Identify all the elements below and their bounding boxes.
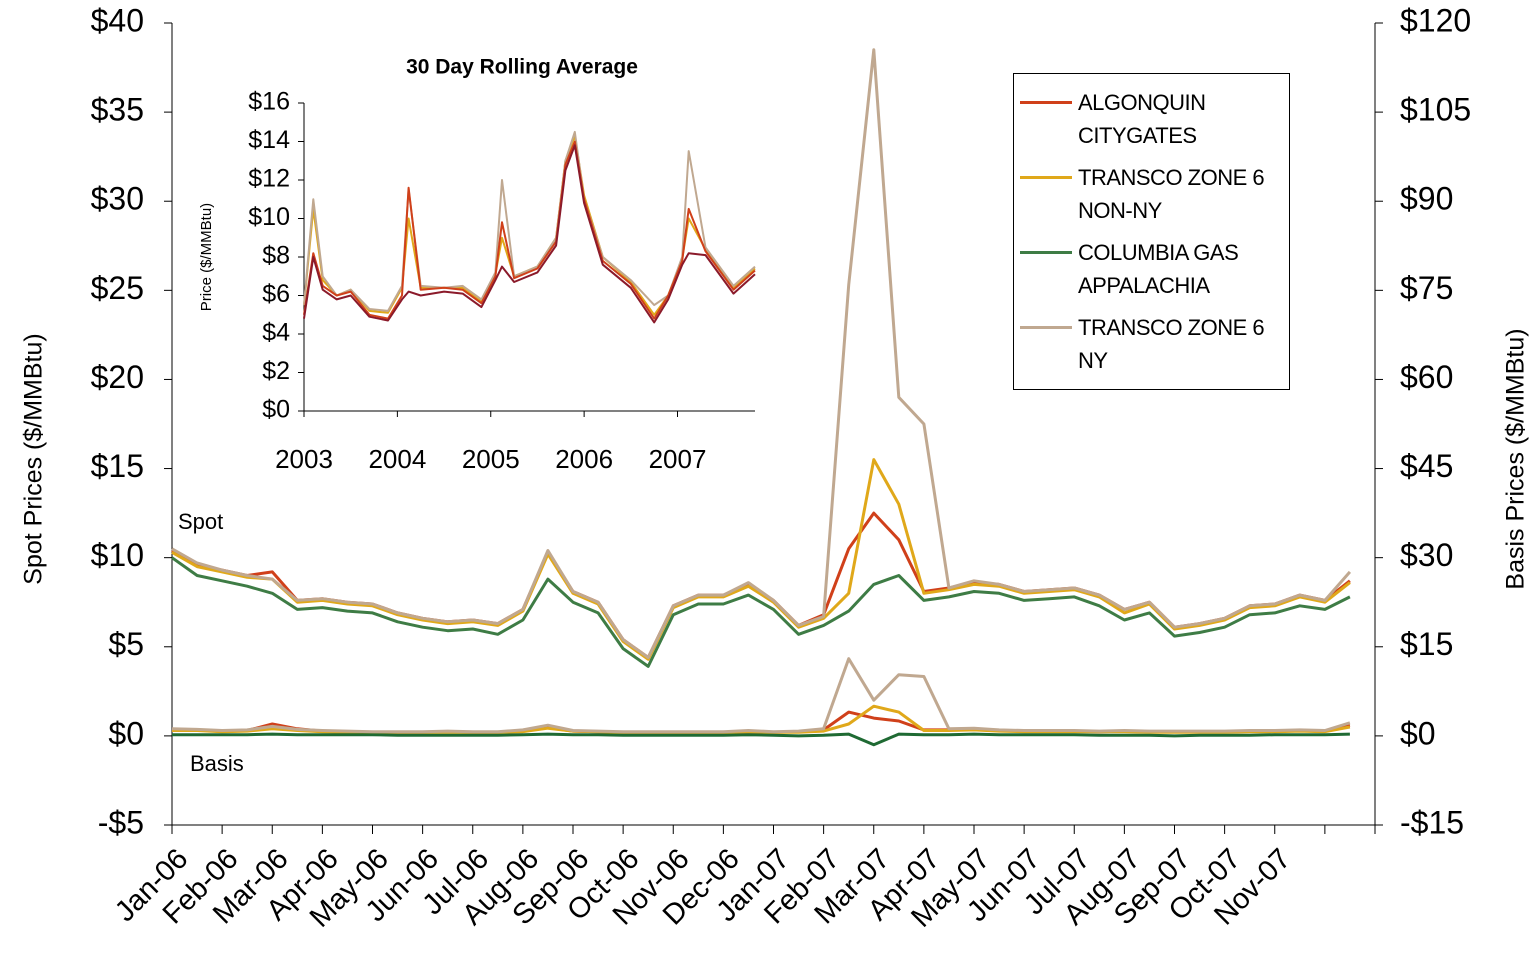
y2-axis-label: Basis Prices ($/MMBtu) — [1502, 328, 1530, 589]
legend-swatch — [1020, 101, 1072, 105]
inset-y-axis-label: Price ($/MMBtu) — [198, 203, 215, 311]
inset-y-tick-label: $4 — [262, 319, 290, 347]
y-axis-label: Spot Prices ($/MMBtu) — [20, 333, 48, 584]
y-tick-label: $10 — [91, 537, 144, 573]
inset-x-tick-label: 2005 — [462, 444, 520, 474]
inset-y-tick-label: $2 — [262, 357, 290, 385]
inset-x-tick-label: 2007 — [649, 444, 707, 474]
legend-label: ALGONQUIN CITYGATES — [1078, 90, 1206, 149]
series-line — [303, 144, 756, 324]
y-tick-label: $30 — [91, 181, 144, 217]
y2-tick-label: $45 — [1400, 448, 1453, 484]
y-tick-label: $15 — [91, 448, 144, 484]
y2-tick-label: $15 — [1400, 626, 1453, 662]
inset-y-tick-label: $8 — [262, 242, 290, 270]
legend-item: ALGONQUIN CITYGATES — [1014, 86, 1289, 152]
y-tick-label: $40 — [91, 2, 144, 38]
inset-y-tick-label: $6 — [262, 280, 290, 308]
y2-tick-label: $60 — [1400, 359, 1453, 395]
y2-tick-label: $30 — [1400, 537, 1453, 573]
inset-title: 30 Day Rolling Average — [406, 56, 638, 79]
y-tick-label: $25 — [91, 270, 144, 306]
legend: ALGONQUIN CITYGATES TRANSCO ZONE 6 NON-NY… — [1013, 73, 1290, 390]
inset-y-tick-label: $14 — [248, 126, 290, 154]
series-line — [171, 556, 1351, 668]
inset-y-tick-label: $0 — [262, 396, 290, 424]
y-tick-label: $0 — [108, 715, 144, 751]
series-line — [171, 48, 1352, 659]
legend-item: TRANSCO ZONE 6 NON-NY — [1014, 161, 1289, 227]
inset-x-tick-label: 2004 — [368, 444, 426, 474]
y2-tick-label: $120 — [1400, 2, 1471, 38]
legend-swatch — [1020, 176, 1072, 180]
inset-y-tick-label: $10 — [248, 203, 290, 231]
y2-tick-label: $105 — [1400, 92, 1471, 128]
y-tick-label: $35 — [91, 92, 144, 128]
annotation: Spot — [178, 509, 223, 534]
legend-swatch — [1020, 325, 1072, 329]
y2-tick-label: $75 — [1400, 270, 1453, 306]
inset-x-tick-label: 2006 — [555, 444, 613, 474]
y-tick-label: -$5 — [98, 804, 144, 840]
series-line — [172, 732, 1350, 747]
series-line — [172, 704, 1351, 734]
legend-label: TRANSCO ZONE 6 NY — [1078, 314, 1265, 373]
series-line — [171, 458, 1351, 661]
series-line — [171, 657, 1351, 734]
inset-y-tick-label: $16 — [248, 88, 290, 116]
y2-tick-label: -$15 — [1400, 804, 1464, 840]
y-tick-label: $5 — [108, 626, 144, 662]
series-line — [303, 140, 756, 320]
inset-y-tick-label: $12 — [248, 165, 290, 193]
legend-item: COLUMBIA GAS APPALACHIA — [1014, 236, 1289, 302]
legend-label: COLUMBIA GAS APPALACHIA — [1078, 239, 1239, 298]
legend-label: TRANSCO ZONE 6 NON-NY — [1078, 165, 1265, 224]
annotation: Basis — [190, 751, 244, 776]
series-line — [172, 710, 1351, 734]
inset-x-tick-label: 2003 — [275, 444, 333, 474]
legend-swatch — [1020, 250, 1072, 254]
legend-item: TRANSCO ZONE 6 NY — [1014, 311, 1289, 377]
y2-tick-label: $90 — [1400, 181, 1453, 217]
y-tick-label: $20 — [91, 359, 144, 395]
y2-tick-label: $0 — [1400, 715, 1436, 751]
